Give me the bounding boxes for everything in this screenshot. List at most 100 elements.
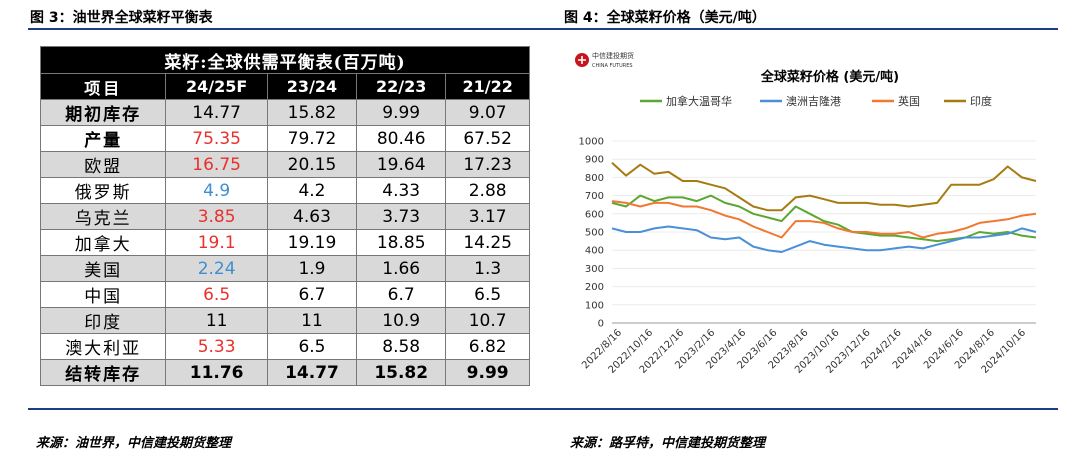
- logo-cross-icon: [578, 56, 586, 64]
- table-header-cell: 22/23: [356, 73, 447, 100]
- top-rule: [28, 28, 1058, 30]
- table-row: 俄罗斯 4.9 4.2 4.33 2.88: [39, 177, 530, 204]
- row-label: 中国: [39, 281, 167, 308]
- y-tick-label: 700: [585, 191, 604, 202]
- logo-text-cn: 中信建投期货: [592, 51, 634, 60]
- right-source-note: 来源：路孚特，中信建投期货整理: [570, 436, 766, 451]
- legend-label: 澳洲吉隆港: [786, 94, 841, 108]
- table-cell: 10.7: [445, 307, 530, 334]
- table-cell: 9.99: [356, 99, 447, 126]
- legend-label: 加拿大温哥华: [666, 94, 732, 108]
- table-body: 期初库存 14.77 15.82 9.99 9.07 产量 75.35 79.72 80.46 6…: [39, 99, 530, 386]
- table-cell: 6.7: [356, 281, 447, 308]
- table-cell: 11.76: [165, 359, 268, 386]
- left-figure-title: 图 3：油世界全球菜籽平衡表: [30, 10, 213, 26]
- right-figure-title: 图 4：全球菜籽价格（美元/吨）: [564, 10, 766, 26]
- legend-label: 英国: [898, 94, 920, 108]
- table-cell: 4.2: [266, 177, 358, 204]
- row-label: 结转库存: [39, 359, 167, 386]
- series-line: [611, 194, 1037, 243]
- row-label: 澳大利亚: [39, 333, 167, 360]
- table-cell: 6.5: [165, 281, 268, 308]
- y-tick-label: 400: [585, 246, 604, 257]
- table-cell: 6.5: [266, 333, 358, 360]
- y-tick-label: 300: [585, 264, 604, 275]
- table-cell: 3.73: [356, 203, 447, 230]
- row-label: 期初库存: [39, 99, 167, 126]
- table-cell: 6.82: [445, 333, 530, 360]
- table-row: 澳大利亚 5.33 6.5 8.58 6.82: [39, 333, 530, 360]
- table-row: 欧盟 16.75 20.15 19.64 17.23: [39, 151, 530, 178]
- table-cell: 3.17: [445, 203, 530, 230]
- table-cell: 19.64: [356, 151, 447, 178]
- x-axis: 2022/8/162022/10/162022/12/162023/2/1620…: [580, 327, 1028, 376]
- table-cell: 80.46: [356, 125, 447, 152]
- row-label: 欧盟: [39, 151, 167, 178]
- legend-label: 印度: [970, 94, 992, 108]
- table-cell: 9.99: [445, 359, 530, 386]
- table-cell: 79.72: [266, 125, 358, 152]
- table-cell: 1.66: [356, 255, 447, 282]
- table-row: 产量 75.35 79.72 80.46 67.52: [39, 125, 530, 152]
- row-label: 俄罗斯: [39, 177, 167, 204]
- table-cell: 67.52: [445, 125, 530, 152]
- table-cell: 1.3: [445, 255, 530, 282]
- table-header-row: 项目 24/25F 23/24 22/23 21/22: [39, 73, 530, 100]
- y-tick-label: 800: [585, 173, 604, 184]
- table-cell: 15.82: [356, 359, 447, 386]
- row-label: 产量: [39, 125, 167, 152]
- table-cell: 6.7: [266, 281, 358, 308]
- table-cell: 2.24: [165, 255, 268, 282]
- series-line: [611, 200, 1037, 239]
- price-chart-panel: 中信建投期货 CHINA FUTURES 全球菜籽价格 (美元/吨) 加拿大温哥…: [560, 46, 1056, 402]
- table-row: 印度 11 11 10.9 10.7: [39, 307, 530, 334]
- table-cell: 10.9: [356, 307, 447, 334]
- table-cell: 2.88: [445, 177, 530, 204]
- table-header-cell: 项目: [39, 73, 167, 100]
- table-row: 乌克兰 3.85 4.63 3.73 3.17: [39, 203, 530, 230]
- table-cell: 75.35: [165, 125, 268, 152]
- table-cell: 1.9: [266, 255, 358, 282]
- table-cell: 11: [266, 307, 358, 334]
- series-line: [611, 162, 1037, 212]
- series-line: [611, 225, 1037, 253]
- y-tick-label: 500: [585, 228, 604, 239]
- price-chart: 中信建投期货 CHINA FUTURES 全球菜籽价格 (美元/吨) 加拿大温哥…: [575, 51, 1037, 376]
- table-cell: 18.85: [356, 229, 447, 256]
- table-cell: 17.23: [445, 151, 530, 178]
- logo-text-en: CHINA FUTURES: [592, 63, 633, 69]
- left-source-note: 来源：油世界，中信建投期货整理: [36, 436, 232, 451]
- chart-gridlines: [612, 140, 1036, 324]
- table-row: 美国 2.24 1.9 1.66 1.3: [39, 255, 530, 282]
- table-cell: 3.85: [165, 203, 268, 230]
- table-row: 结转库存 11.76 14.77 15.82 9.99: [39, 359, 530, 386]
- table-cell: 4.33: [356, 177, 447, 204]
- row-label: 印度: [39, 307, 167, 334]
- chart-legend: 加拿大温哥华 澳洲吉隆港 英国 印度: [640, 94, 992, 108]
- table-cell: 14.25: [445, 229, 530, 256]
- y-tick-label: 900: [585, 155, 604, 166]
- table-cell: 4.63: [266, 203, 358, 230]
- table-header-cell: 24/25F: [165, 73, 268, 100]
- chart-title: 全球菜籽价格 (美元/吨): [760, 69, 899, 85]
- table-header-cell: 21/22: [445, 73, 530, 100]
- table-cell: 4.9: [165, 177, 268, 204]
- table-cell: 15.82: [266, 99, 358, 126]
- table-cell: 19.19: [266, 229, 358, 256]
- table-row: 加拿大 19.1 19.19 18.85 14.25: [39, 229, 530, 256]
- table-cell: 11: [165, 307, 268, 334]
- table-cell: 6.5: [445, 281, 530, 308]
- series-lines: [611, 162, 1037, 253]
- table-row: 中国 6.5 6.7 6.7 6.5: [39, 281, 530, 308]
- balance-table: 菜籽:全球供需平衡表(百万吨) 项目 24/25F 23/24 22/23 21/22 …: [39, 46, 530, 386]
- y-tick-label: 0: [598, 319, 604, 330]
- table-cell: 19.1: [165, 229, 268, 256]
- row-label: 乌克兰: [39, 203, 167, 230]
- table-cell: 5.33: [165, 333, 268, 360]
- table-cell: 14.77: [266, 359, 358, 386]
- bottom-rule: [28, 408, 1058, 410]
- company-logo: 中信建投期货 CHINA FUTURES: [575, 51, 634, 69]
- row-label: 加拿大: [39, 229, 167, 256]
- table-header-cell: 23/24: [266, 73, 358, 100]
- table-title: 菜籽:全球供需平衡表(百万吨): [40, 46, 530, 74]
